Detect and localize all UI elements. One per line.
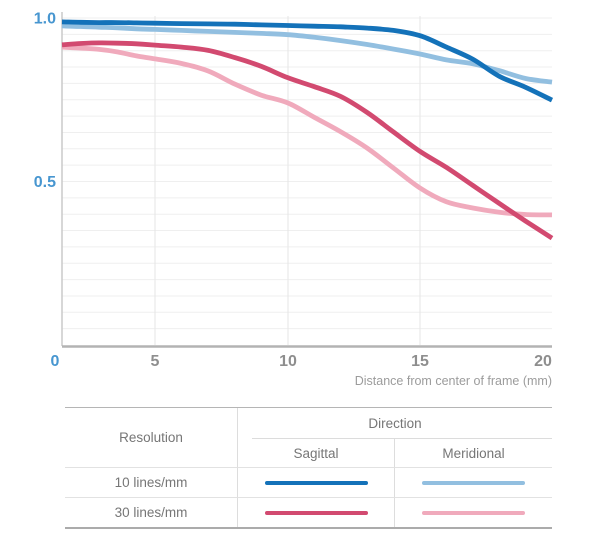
x-tick-label: 0 <box>51 353 60 370</box>
resolution-10-label: 10 lines/mm <box>114 475 188 490</box>
x-axis-caption: Distance from center of frame (mm) <box>355 374 552 388</box>
x-tick-label: 20 <box>534 353 552 370</box>
legend-row-10lines-label: 10 lines/mm <box>65 467 238 497</box>
swatch-10-sagittal <box>264 480 368 485</box>
x-tick-label: 10 <box>279 353 297 370</box>
direction-header-divider <box>252 438 552 439</box>
legend-row-10lines-meridional <box>395 467 552 497</box>
line-10-lines-mm-sagittal <box>61 19 554 103</box>
line-30-lines-mm-meridional <box>61 44 553 218</box>
legend-row-10lines-sagittal <box>238 467 395 497</box>
line-10-lines-mm-meridional <box>61 23 553 85</box>
swatch-30-meridional <box>422 510 525 515</box>
legend-meridional-header: Meridional <box>395 439 552 467</box>
y-tick-label: 0.5 <box>34 174 56 191</box>
meridional-header-label: Meridional <box>442 445 505 461</box>
legend-row-30lines-meridional <box>395 497 552 527</box>
swatch-30-sagittal <box>264 510 368 515</box>
mtf-line-chart: 1.0 0.5 0 5 10 15 20 Distance from center of fr… <box>34 11 554 388</box>
legend-row-30lines-sagittal <box>238 497 395 527</box>
resolution-30-label: 30 lines/mm <box>114 505 188 520</box>
x-tick-label: 5 <box>151 353 160 370</box>
x-tick-label: 15 <box>411 353 429 370</box>
swatch-10-meridional <box>422 480 525 485</box>
sagittal-header-label: Sagittal <box>293 445 339 461</box>
legend-table: Resolution Direction Sagittal Meridional… <box>65 407 552 529</box>
legend-resolution-header: Resolution <box>65 408 238 467</box>
legend-direction-header: Direction <box>238 408 552 439</box>
direction-header-label: Direction <box>368 416 422 431</box>
y-tick-label: 1.0 <box>34 11 56 28</box>
legend-sagittal-header: Sagittal <box>238 439 395 467</box>
legend-row-30lines-label: 30 lines/mm <box>65 497 238 527</box>
resolution-header-label: Resolution <box>119 430 183 445</box>
line-30-lines-mm-sagittal <box>61 40 554 241</box>
